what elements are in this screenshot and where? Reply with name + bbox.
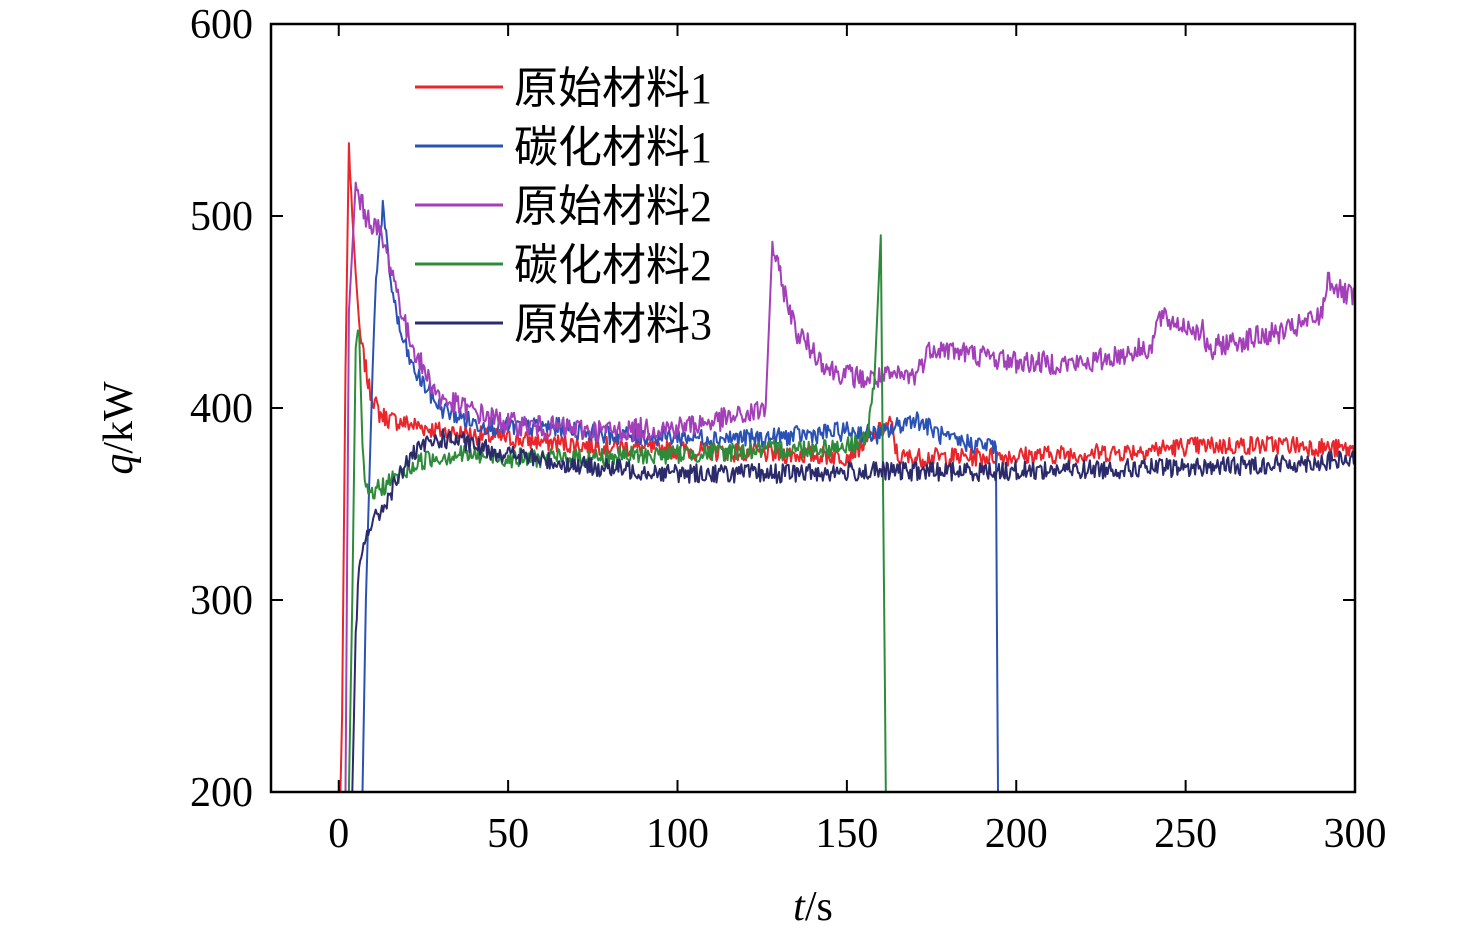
series-line-2	[361, 199, 999, 792]
series-line-3	[344, 181, 1355, 792]
y-tick-label: 400	[190, 386, 253, 432]
y-tick-label: 300	[190, 578, 253, 624]
y-tick-label: 200	[190, 770, 253, 816]
x-tick-label: 100	[646, 811, 709, 857]
tick-layer: 0 50 100 150 200 250 300 200 300 400 500 600	[190, 2, 1387, 857]
legend: 原始材料1 碳化材料1 原始材料2 碳化材料2 原始材料3	[415, 64, 712, 349]
x-tick-label: 200	[985, 811, 1048, 857]
y-tick-label: 500	[190, 194, 253, 240]
series-line-1	[339, 142, 1355, 792]
legend-label-3: 原始材料2	[514, 182, 712, 231]
x-axis-title: t/s	[793, 884, 833, 930]
x-axis-variable: t	[793, 884, 806, 930]
x-tick-label: 0	[328, 811, 349, 857]
y-tick-label: 600	[190, 2, 253, 48]
legend-label-4: 碳化材料2	[514, 241, 712, 290]
series-line-5	[351, 428, 1355, 792]
x-tick-label: 150	[815, 811, 878, 857]
legend-label-5: 原始材料3	[514, 300, 712, 349]
x-axis-unit: /s	[805, 884, 833, 930]
legend-label-1: 原始材料1	[514, 64, 712, 113]
legend-label-2: 碳化材料1	[514, 123, 712, 172]
x-tick-label: 300	[1324, 811, 1387, 857]
y-axis-variable: q	[96, 454, 142, 475]
y-axis-title: q/kW	[96, 381, 142, 475]
series-layer	[339, 142, 1355, 792]
y-axis-unit: /kW	[96, 381, 142, 454]
x-tick-label: 250	[1154, 811, 1217, 857]
series-line-4	[347, 234, 887, 792]
x-tick-label: 50	[487, 811, 529, 857]
